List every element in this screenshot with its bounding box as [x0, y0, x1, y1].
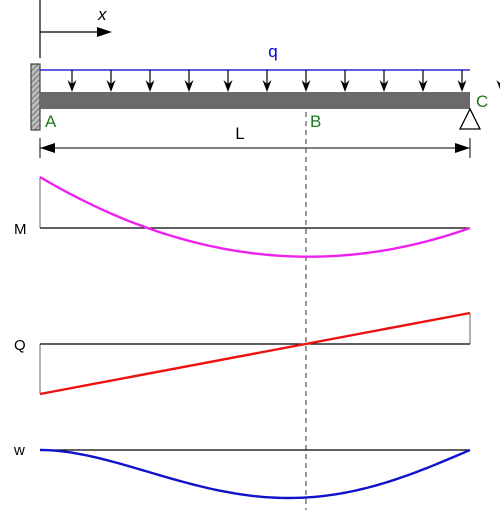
x-axis-indicator: x — [39, 0, 112, 58]
load-arrow-head — [340, 80, 350, 92]
x-axis-label: x — [97, 5, 107, 24]
point-c-label: C — [476, 92, 488, 111]
load-arrow-head — [301, 80, 311, 92]
load-arrow-head — [145, 80, 155, 92]
point-a-label: A — [45, 112, 57, 131]
shear-line — [39, 311, 471, 396]
load-arrow-head — [418, 80, 428, 92]
deflection-diagram: w — [13, 442, 471, 500]
load-arrow-head — [262, 80, 272, 92]
load-label: q — [268, 42, 277, 61]
load-arrow-head — [379, 80, 389, 92]
point-b-label: B — [310, 112, 321, 131]
distributed-load — [40, 69, 500, 92]
deflection-curve — [39, 448, 471, 500]
x-axis-arrow-head — [97, 27, 112, 37]
load-arrow-head — [223, 80, 233, 92]
load-arrow-head — [496, 80, 500, 90]
load-arrow-head — [184, 80, 194, 92]
span-arrow-right — [455, 143, 470, 153]
moment-label: M — [14, 221, 27, 238]
load-arrow-head — [67, 80, 77, 92]
shear-diagram: Q — [14, 311, 471, 396]
deflection-label: w — [13, 442, 25, 459]
span-arrow-left — [40, 143, 55, 153]
moment-curve — [39, 175, 471, 258]
load-arrow-head — [457, 80, 467, 92]
beam — [40, 92, 470, 109]
fixed-support-wall — [30, 63, 41, 131]
span-label: L — [235, 124, 244, 143]
pin-support-c — [458, 107, 482, 130]
moment-diagram: M — [14, 175, 471, 258]
span-dimension: L — [39, 124, 471, 158]
load-arrow-head — [106, 80, 116, 92]
shear-label: Q — [14, 337, 26, 354]
